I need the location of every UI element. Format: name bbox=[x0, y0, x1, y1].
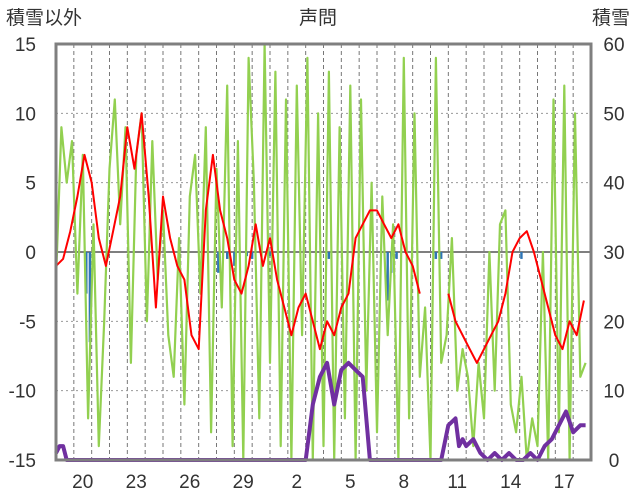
right-tick-label: 40 bbox=[603, 174, 624, 195]
x-tick-label: 17 bbox=[554, 472, 575, 493]
right-tick-label: 20 bbox=[603, 312, 624, 333]
value-gridlines bbox=[56, 112, 591, 392]
right-axis-label: 積雪 bbox=[592, 7, 630, 29]
x-tick-label: 26 bbox=[179, 472, 200, 493]
series-lines bbox=[54, 42, 587, 462]
x-tick-label: 11 bbox=[447, 472, 467, 493]
bar-9 bbox=[386, 252, 389, 301]
x-tick-label: 29 bbox=[233, 472, 254, 493]
left-axis-ticks: -15 -10 -5 0 5 10 15 bbox=[9, 35, 36, 472]
bar-14 bbox=[520, 252, 523, 259]
left-tick-label: 10 bbox=[15, 104, 36, 125]
bar-2 bbox=[217, 252, 220, 273]
bar-12 bbox=[434, 252, 438, 259]
x-tick-label: 2 bbox=[291, 472, 302, 493]
right-tick-label: 60 bbox=[603, 35, 624, 56]
chart-title: 声問 bbox=[299, 7, 337, 29]
bar-4 bbox=[233, 252, 236, 266]
bar-0 bbox=[85, 252, 88, 294]
plot-frame bbox=[54, 42, 593, 462]
right-tick-label: 0 bbox=[609, 451, 620, 472]
right-tick-label: 50 bbox=[603, 104, 624, 125]
bar-11 bbox=[395, 252, 398, 259]
bar-1 bbox=[88, 252, 92, 343]
x-axis-ticks: 20 23 26 29 2 5 8 11 14 17 bbox=[72, 472, 575, 493]
bar-7 bbox=[268, 252, 272, 257]
series-line-1 bbox=[55, 112, 421, 351]
right-tick-label: 10 bbox=[603, 382, 624, 403]
right-axis-ticks: 0 10 20 30 40 50 60 bbox=[603, 35, 624, 472]
series-line-2 bbox=[447, 230, 585, 364]
bar-8 bbox=[327, 252, 331, 259]
left-axis-label: 積雪以外 bbox=[6, 7, 82, 29]
bar-3 bbox=[226, 252, 229, 259]
x-tick-label: 5 bbox=[345, 472, 356, 493]
x-tick-label: 23 bbox=[126, 472, 147, 493]
left-tick-label: 0 bbox=[25, 243, 36, 264]
left-tick-label: 15 bbox=[15, 35, 36, 56]
series-line-0 bbox=[54, 42, 587, 462]
left-tick-label: -5 bbox=[19, 312, 36, 333]
left-tick-label: -10 bbox=[9, 382, 36, 403]
series-line-4 bbox=[54, 360, 586, 462]
left-tick-label: 5 bbox=[25, 174, 36, 195]
x-tick-label: 20 bbox=[72, 472, 93, 493]
bar-6 bbox=[250, 252, 254, 259]
left-tick-label: -15 bbox=[9, 451, 36, 472]
x-tick-label: 8 bbox=[398, 472, 409, 493]
right-tick-label: 30 bbox=[603, 243, 624, 264]
bar-13 bbox=[440, 252, 443, 259]
x-tick-label: 14 bbox=[500, 472, 522, 493]
